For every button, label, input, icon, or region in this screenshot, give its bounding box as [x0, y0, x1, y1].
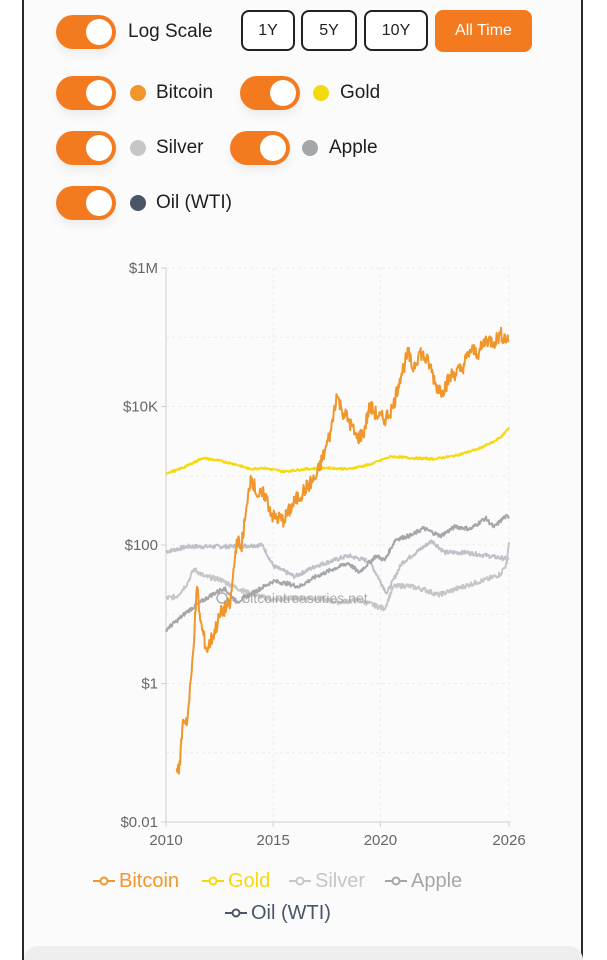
apple-toggle[interactable] [230, 131, 290, 165]
legend-marker-icon [202, 876, 224, 886]
oil-color-dot [130, 195, 146, 211]
bitcoin-label: Bitcoin [156, 82, 214, 103]
toggle-knob [270, 80, 296, 106]
toggle-knob [86, 190, 112, 216]
bitcoin-color-dot [130, 85, 146, 101]
toggle-knob [260, 135, 286, 161]
legend-marker-icon [93, 876, 115, 886]
bottom-panel-edge [24, 946, 583, 960]
legend-marker-icon [225, 908, 247, 918]
range-5y-button[interactable]: 5Y [301, 10, 357, 51]
silver-color-dot [130, 140, 146, 156]
silver-toggle[interactable] [56, 131, 116, 165]
legend-item-oil[interactable]: Oil (WTI) [225, 901, 331, 925]
oil-toggle[interactable] [56, 186, 116, 220]
legend-label: Bitcoin [119, 870, 180, 892]
legend-label: Apple [411, 870, 463, 892]
legend-marker-icon [385, 876, 407, 886]
legend-item-silver[interactable]: Silver [289, 869, 365, 893]
legend-label: Silver [315, 870, 366, 892]
oil-label: Oil (WTI) [156, 192, 232, 213]
log-scale-label: Log Scale [128, 21, 213, 42]
range-10y-button[interactable]: 10Y [364, 10, 428, 51]
legend-marker-icon [289, 876, 311, 886]
legend-item-gold[interactable]: Gold [202, 869, 270, 893]
log-scale-toggle[interactable] [56, 15, 116, 49]
apple-color-dot [302, 140, 318, 156]
toggle-knob [86, 80, 112, 106]
gold-color-dot [313, 85, 329, 101]
range-1y-button[interactable]: 1Y [241, 10, 295, 51]
legend-label: Gold [228, 870, 271, 892]
silver-label: Silver [156, 137, 204, 158]
gold-toggle[interactable] [240, 76, 300, 110]
gold-label: Gold [340, 82, 381, 103]
range-all-time-button[interactable]: All Time [435, 10, 532, 52]
toggle-knob [86, 19, 112, 45]
legend-label: Oil (WTI) [251, 902, 331, 924]
legend-item-bitcoin[interactable]: Bitcoin [93, 869, 179, 893]
toggle-knob [86, 135, 112, 161]
bitcoin-toggle[interactable] [56, 76, 116, 110]
legend-item-apple[interactable]: Apple [385, 869, 462, 893]
apple-label: Apple [329, 137, 378, 158]
